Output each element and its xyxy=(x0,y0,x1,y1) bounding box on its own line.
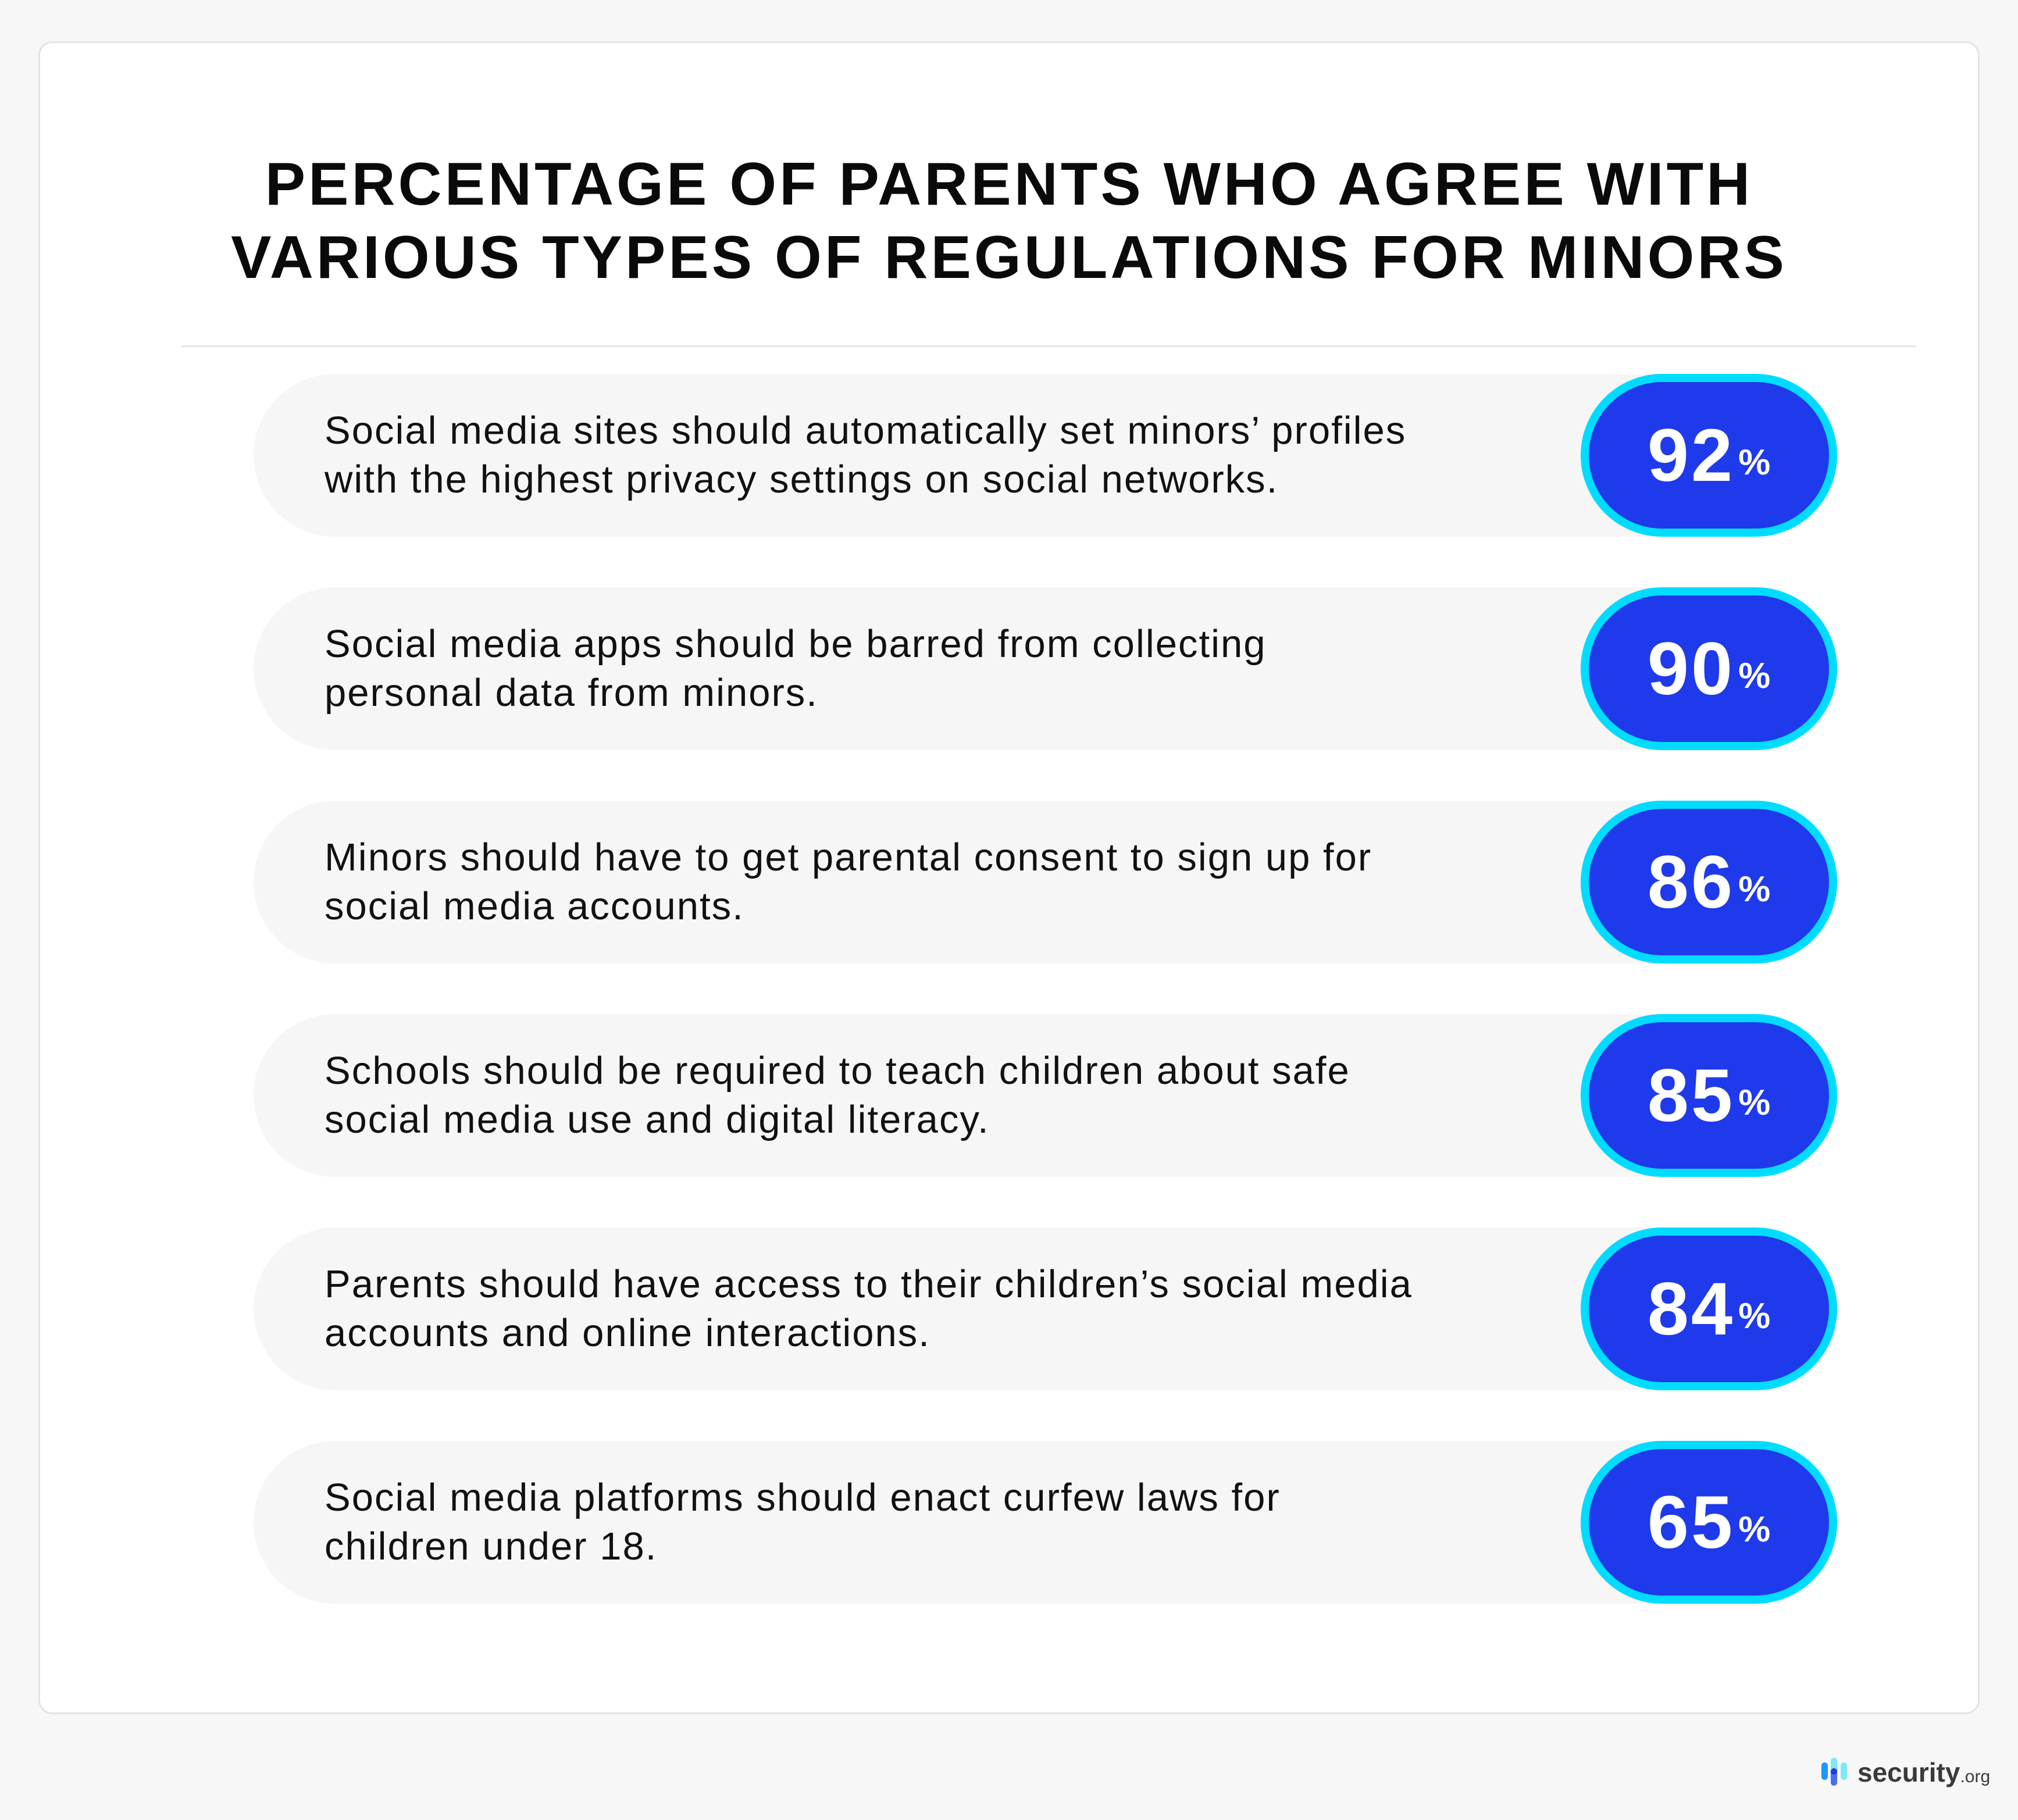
table-row: Social media apps should be barred from … xyxy=(254,587,1851,750)
percentage-badge: 92% xyxy=(1581,374,1837,537)
table-row: Schools should be required to teach chil… xyxy=(254,1014,1851,1177)
percentage-value: 92 xyxy=(1647,413,1735,497)
statement-line-1: Parents should have access to their chil… xyxy=(325,1262,1413,1306)
table-row: Minors should have to get parental conse… xyxy=(254,801,1851,963)
percentage-badge: 65% xyxy=(1581,1441,1837,1604)
statement-line-2: accounts and online interactions. xyxy=(325,1311,930,1355)
statement-line-2: children under 18. xyxy=(325,1525,658,1568)
title-line-1: PERCENTAGE OF PARENTS WHO AGREE WITH xyxy=(265,151,1753,218)
security-org-logo: security .org xyxy=(1821,1753,1990,1786)
row-statement: Minors should have to get parental conse… xyxy=(325,833,1546,931)
logo-tld: .org xyxy=(1960,1767,1991,1786)
statement-line-1: Social media apps should be barred from … xyxy=(325,622,1267,666)
row-statement: Social media sites should automatically … xyxy=(325,406,1546,504)
statement-line-1: Schools should be required to teach chil… xyxy=(325,1049,1350,1093)
title-line-2: VARIOUS TYPES OF REGULATIONS FOR MINORS xyxy=(231,224,1787,291)
percentage-value: 65 xyxy=(1647,1480,1735,1564)
percentage-value: 86 xyxy=(1647,840,1735,924)
logo-bars-icon xyxy=(1821,1758,1851,1786)
percent-sign: % xyxy=(1738,1082,1771,1123)
statement-line-2: social media accounts. xyxy=(325,884,744,928)
infographic-card: PERCENTAGE OF PARENTS WHO AGREE WITH VAR… xyxy=(38,41,1980,1714)
row-background xyxy=(254,587,1719,750)
statement-line-2: personal data from minors. xyxy=(325,671,818,715)
row-statement: Social media platforms should enact curf… xyxy=(325,1473,1546,1571)
statement-line-1: Minors should have to get parental conse… xyxy=(325,836,1372,879)
percent-sign: % xyxy=(1738,1509,1771,1550)
percent-sign: % xyxy=(1738,1296,1771,1336)
row-background xyxy=(254,1441,1719,1604)
logo-word: security xyxy=(1857,1757,1960,1787)
row-statement: Parents should have access to their chil… xyxy=(325,1260,1546,1358)
percent-sign: % xyxy=(1738,442,1771,483)
statement-line-1: Social media platforms should enact curf… xyxy=(325,1476,1281,1519)
percentage-badge: 90% xyxy=(1581,587,1837,750)
row-background xyxy=(254,374,1719,537)
row-background xyxy=(254,801,1719,963)
percentage-badge: 85% xyxy=(1581,1014,1837,1177)
percent-sign: % xyxy=(1738,869,1771,909)
chart-title: PERCENTAGE OF PARENTS WHO AGREE WITH VAR… xyxy=(40,148,1978,294)
statement-line-2: social media use and digital literacy. xyxy=(325,1098,990,1141)
row-background xyxy=(254,1014,1719,1177)
percentage-badge: 86% xyxy=(1581,801,1837,963)
row-background xyxy=(254,1227,1719,1390)
table-row: Social media sites should automatically … xyxy=(254,374,1851,537)
percentage-badge: 84% xyxy=(1581,1227,1837,1390)
percentage-value: 85 xyxy=(1647,1054,1735,1137)
row-statement: Schools should be required to teach chil… xyxy=(325,1047,1546,1144)
percent-sign: % xyxy=(1738,655,1771,696)
percentage-value: 90 xyxy=(1647,627,1735,711)
table-row: Social media platforms should enact curf… xyxy=(254,1441,1851,1604)
title-divider xyxy=(181,345,1916,347)
statement-line-2: with the highest privacy settings on soc… xyxy=(325,458,1279,501)
percentage-value: 84 xyxy=(1647,1267,1735,1351)
row-statement: Social media apps should be barred from … xyxy=(325,620,1546,718)
statement-line-1: Social media sites should automatically … xyxy=(325,409,1407,452)
table-row: Parents should have access to their chil… xyxy=(254,1227,1851,1390)
